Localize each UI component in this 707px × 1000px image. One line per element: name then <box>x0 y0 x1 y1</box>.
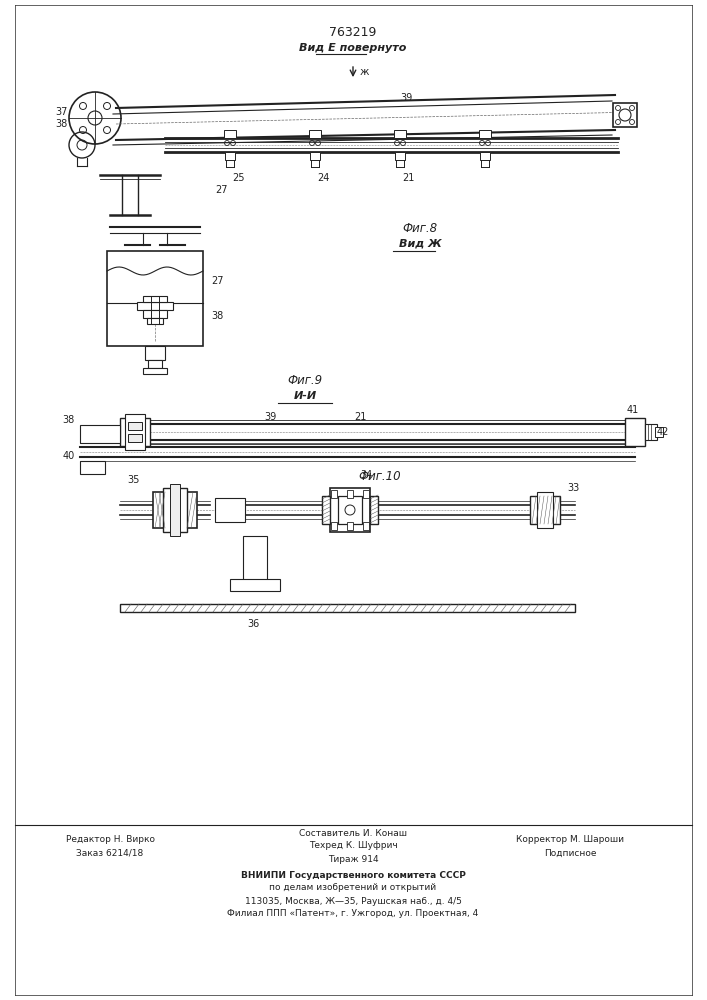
Bar <box>479 130 491 138</box>
Bar <box>363 522 369 530</box>
Text: 41: 41 <box>627 405 639 415</box>
Text: 39: 39 <box>400 93 412 103</box>
Text: 40: 40 <box>63 451 75 461</box>
Text: Заказ 6214/18: Заказ 6214/18 <box>76 848 144 857</box>
Text: Редактор Н. Вирко: Редактор Н. Вирко <box>66 836 155 844</box>
Bar <box>170 484 180 536</box>
Bar <box>330 488 370 532</box>
Text: Вид Е повернуто: Вид Е повернуто <box>299 43 407 53</box>
Bar <box>143 296 167 302</box>
Text: 35: 35 <box>128 475 140 485</box>
Bar <box>347 490 353 498</box>
Text: 763219: 763219 <box>329 25 377 38</box>
Text: 25: 25 <box>232 173 245 183</box>
Bar <box>120 418 150 446</box>
Text: Вид Ж: Вид Ж <box>399 239 441 249</box>
Text: Подписное: Подписное <box>544 848 596 857</box>
Bar <box>322 496 330 524</box>
Text: 42: 42 <box>657 427 670 437</box>
Text: ВНИИПИ Государственного комитета СССР: ВНИИПИ Государственного комитета СССР <box>240 870 465 880</box>
Bar <box>120 604 575 612</box>
Bar <box>243 536 267 581</box>
Text: Фиг.10: Фиг.10 <box>358 470 402 483</box>
Bar <box>107 251 203 346</box>
Text: по делам изобретений и открытий: по делам изобретений и открытий <box>269 884 436 892</box>
Bar <box>128 422 142 430</box>
Bar <box>395 152 405 160</box>
Text: Филиал ППП «Патент», г. Ужгород, ул. Проектная, 4: Филиал ППП «Патент», г. Ужгород, ул. Про… <box>228 910 479 918</box>
Text: Тираж 914: Тираж 914 <box>327 854 378 863</box>
Bar <box>613 103 637 127</box>
Bar <box>331 490 337 498</box>
Text: 36: 36 <box>247 619 259 629</box>
Bar <box>230 579 280 591</box>
Bar <box>310 152 320 160</box>
Bar <box>143 368 167 374</box>
Bar <box>309 130 321 138</box>
Bar <box>137 302 173 310</box>
Bar <box>148 360 162 368</box>
Text: 113035, Москва, Ж—35, Раушская наб., д. 4/5: 113035, Москва, Ж—35, Раушская наб., д. … <box>245 896 462 906</box>
Text: 21: 21 <box>354 412 366 422</box>
Bar <box>625 418 645 446</box>
Bar <box>363 490 369 498</box>
Bar <box>225 152 235 160</box>
Text: Корректор М. Шароши: Корректор М. Шароши <box>516 836 624 844</box>
Bar <box>80 425 120 443</box>
Text: Составитель И. Конаш: Составитель И. Конаш <box>299 828 407 838</box>
Bar <box>480 152 490 160</box>
Bar <box>145 346 165 360</box>
Bar <box>331 522 337 530</box>
Text: ж: ж <box>360 67 370 77</box>
Bar <box>224 130 236 138</box>
Bar <box>215 498 245 522</box>
Text: 24: 24 <box>317 173 329 183</box>
Bar <box>655 427 663 437</box>
Bar <box>394 130 406 138</box>
Text: 38: 38 <box>55 119 67 129</box>
Text: Фиг.8: Фиг.8 <box>402 222 438 234</box>
Bar <box>347 522 353 530</box>
Text: 37: 37 <box>55 107 67 117</box>
Text: 39: 39 <box>264 412 276 422</box>
Text: 27: 27 <box>215 185 228 195</box>
Text: Техред К. Шуфрич: Техред К. Шуфрич <box>309 842 397 850</box>
Bar <box>530 496 560 524</box>
Bar <box>645 424 657 440</box>
Text: 27: 27 <box>211 276 223 286</box>
Text: 38: 38 <box>211 311 223 321</box>
Bar <box>80 461 105 474</box>
Text: 34: 34 <box>360 470 373 480</box>
Text: И-И: И-И <box>293 391 317 401</box>
Text: 21: 21 <box>402 173 414 183</box>
Bar <box>153 492 197 528</box>
Bar <box>125 414 145 450</box>
Bar <box>537 492 553 528</box>
Bar <box>147 318 163 324</box>
Text: Фиг.9: Фиг.9 <box>288 373 322 386</box>
Bar <box>128 434 142 442</box>
Bar <box>370 496 378 524</box>
Bar <box>163 488 187 532</box>
Bar <box>143 310 167 318</box>
Text: 33: 33 <box>567 483 579 493</box>
Bar <box>338 496 362 524</box>
Text: 38: 38 <box>63 415 75 425</box>
